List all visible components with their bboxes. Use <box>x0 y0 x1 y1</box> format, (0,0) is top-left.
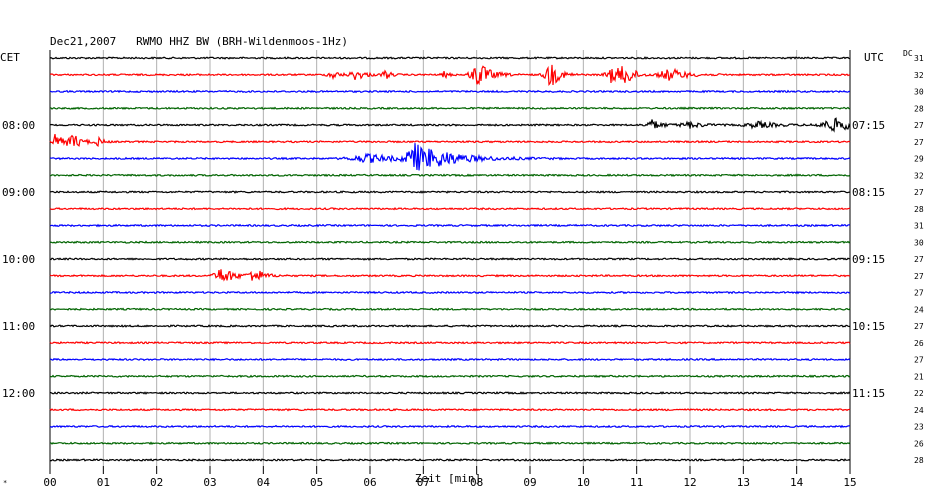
dc-value: 30 <box>914 238 924 247</box>
dc-value: 31 <box>914 54 924 63</box>
trace-line <box>49 257 851 261</box>
dc-value: 27 <box>914 322 924 331</box>
utc-hour-label: 11:15 <box>852 387 885 400</box>
utc-hour-label: 10:15 <box>852 320 885 333</box>
x-tick-label: 10 <box>577 476 590 489</box>
dc-value: 27 <box>914 188 924 197</box>
x-axis-label: Zeit [min] <box>415 472 481 485</box>
x-tick-label: 04 <box>257 476 271 489</box>
dc-value: 32 <box>914 171 924 180</box>
trace-line <box>49 143 851 171</box>
trace-line <box>49 391 851 395</box>
trace-line <box>49 357 851 362</box>
x-tick-label: 12 <box>683 476 696 489</box>
dc-value: 27 <box>914 356 924 365</box>
chart-title: Dec21,2007 RWMO HHZ BW (BRH-Wildenmoos-1… <box>50 35 348 48</box>
trace-line <box>50 173 851 178</box>
trace-line <box>49 441 851 446</box>
x-tick-label: 11 <box>630 476 643 489</box>
dc-value: 23 <box>914 423 924 432</box>
utc-hour-label: 09:15 <box>852 253 885 266</box>
trace-line <box>49 133 851 148</box>
dc-value: 32 <box>914 71 924 80</box>
x-axis: 00 01 02 03 04 05 06 07 08 09 10 11 12 13 14 15 <box>43 466 857 489</box>
trace-line <box>49 374 851 379</box>
x-tick-label: 01 <box>97 476 110 489</box>
trace-line <box>49 223 851 228</box>
dc-value: 27 <box>914 289 924 298</box>
trace-line <box>50 290 851 295</box>
dc-value: 27 <box>914 138 924 147</box>
cet-hour-label: 10:00 <box>2 253 35 266</box>
dc-value: 27 <box>914 121 924 130</box>
dc-value: 26 <box>914 439 924 448</box>
x-tick-label: 14 <box>790 476 804 489</box>
trace-line <box>49 206 851 211</box>
dc-value: 27 <box>914 272 924 281</box>
trace-line <box>49 190 851 194</box>
dc-value: 26 <box>914 339 924 348</box>
x-tick-label: 06 <box>363 476 376 489</box>
dc-value: 27 <box>914 255 924 264</box>
trace-line <box>49 340 851 345</box>
dc-value: 30 <box>914 88 924 97</box>
trace-line <box>49 56 851 60</box>
dc-value: 28 <box>914 104 924 113</box>
x-tick-label: 03 <box>203 476 216 489</box>
x-tick-label: 08 <box>470 476 483 489</box>
trace-line <box>49 64 851 87</box>
trace-line <box>49 106 851 111</box>
dc-value: 21 <box>914 372 924 381</box>
x-tick-label: 09 <box>523 476 536 489</box>
dc-values: 31 32 30 28 27 27 29 32 27 28 31 30 27 27 27 24 27 26 27 21… <box>914 54 924 465</box>
right-timezone-label: UTC <box>864 51 884 64</box>
dc-value: 24 <box>914 305 924 314</box>
dc-value: 22 <box>914 389 924 398</box>
utc-hour-label: 08:15 <box>852 186 885 199</box>
trace-line <box>49 269 851 282</box>
cet-hour-label: 12:00 <box>2 387 35 400</box>
cet-hour-label: 11:00 <box>2 320 35 333</box>
dc-value: 24 <box>914 406 924 415</box>
trace-line <box>49 424 850 429</box>
dc-header-label: DC <box>903 49 913 58</box>
x-tick-label: 15 <box>843 476 856 489</box>
trace-line <box>49 407 851 412</box>
utc-hour-label: 07:15 <box>852 119 885 132</box>
dc-value: 28 <box>914 205 924 214</box>
trace-line <box>49 458 851 462</box>
corner-mark: * <box>3 479 7 487</box>
dc-value: 31 <box>914 222 924 231</box>
cet-hour-label: 08:00 <box>2 119 35 132</box>
dc-value: 28 <box>914 456 924 465</box>
left-timezone-label: CET <box>0 51 20 64</box>
x-tick-label: 00 <box>43 476 56 489</box>
seismic-traces <box>49 56 851 462</box>
hour-labels: 08:00 07:15 09:00 08:15 10:00 09:15 11:00 10:15… <box>2 119 885 400</box>
cet-hour-label: 09:00 <box>2 186 35 199</box>
x-tick-label: 05 <box>310 476 323 489</box>
trace-line <box>49 307 851 312</box>
dc-value: 29 <box>914 155 924 164</box>
trace-line <box>49 240 851 245</box>
x-tick-label: 13 <box>737 476 750 489</box>
trace-line <box>49 89 851 94</box>
trace-line <box>49 324 851 328</box>
x-tick-label: 02 <box>150 476 163 489</box>
trace-line <box>49 117 851 133</box>
x-tick-label: 07 <box>417 476 430 489</box>
